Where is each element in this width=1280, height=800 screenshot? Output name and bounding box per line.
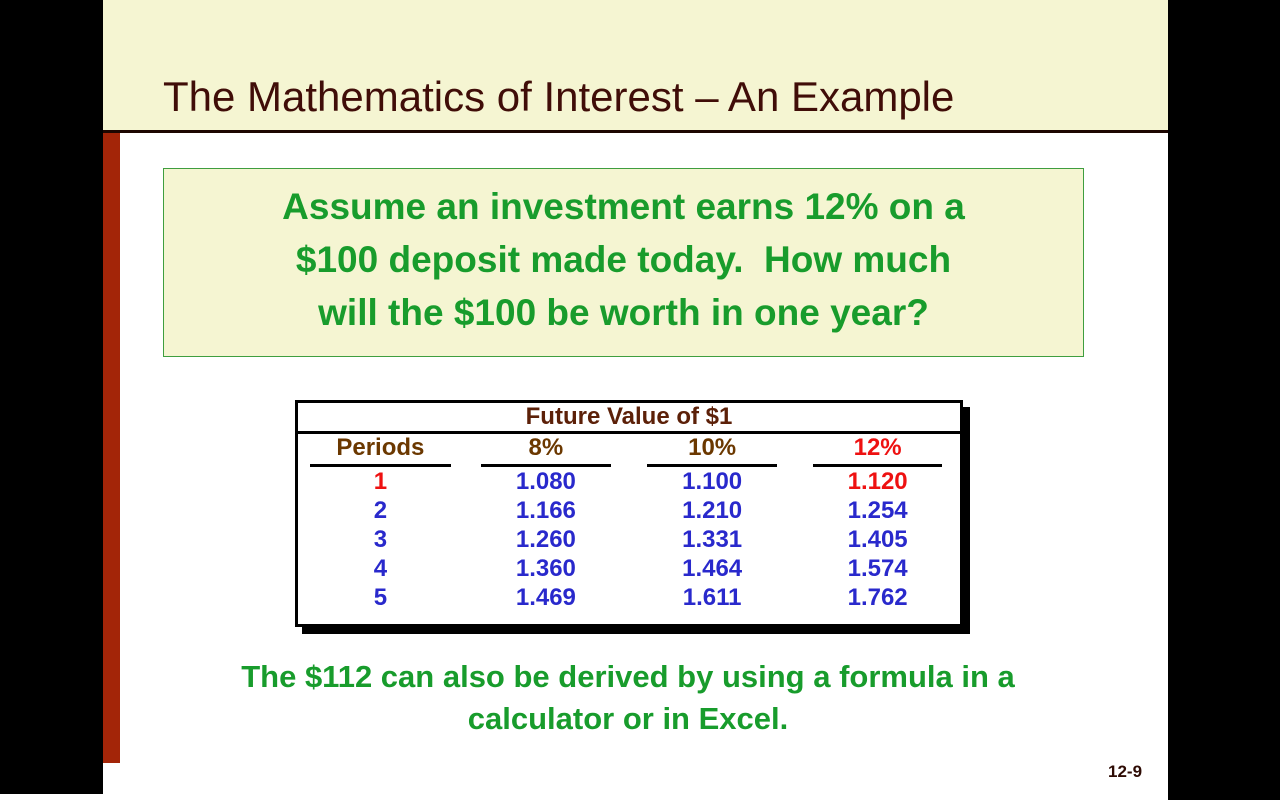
cell-value: 1.210 [682, 496, 743, 524]
cell-value: 1.464 [682, 554, 743, 582]
cell-value: 1.360 [515, 554, 576, 582]
question-line: will the $100 be worth in one year? [318, 292, 929, 333]
cell-value: 1.405 [847, 525, 908, 553]
title-band-divider [103, 130, 1168, 133]
question-line: $100 deposit made today. How much [295, 239, 952, 280]
title-band: The Mathematics of Interest – An Example [103, 0, 1168, 130]
table-row: 5 1.469 1.611 1.762 [297, 583, 962, 612]
cell-value: 1.254 [847, 496, 908, 524]
cell-value: 1.120 [847, 467, 908, 495]
slide-title: The Mathematics of Interest – An Example [163, 73, 955, 120]
left-accent-bar [103, 133, 120, 763]
table-row: 4 1.360 1.464 1.574 [297, 554, 962, 583]
cell-value: 1.611 [682, 583, 742, 611]
column-header-10pct: 10% [629, 433, 795, 467]
cell-value: 1.469 [515, 583, 576, 611]
letterbox-left [0, 0, 103, 794]
table-row: 1 1.080 1.100 1.120 [297, 467, 962, 496]
table-row: 3 1.260 1.331 1.405 [297, 525, 962, 554]
column-header-12pct: 12% [795, 433, 961, 467]
footer-note-line: The $112 can also be derived by using a … [241, 659, 1015, 694]
header-underline [813, 464, 942, 467]
cell-value: 1.166 [515, 496, 576, 524]
cell-period: 5 [373, 583, 388, 611]
question-line: Assume an investment earns 12% on a [282, 186, 965, 227]
column-header-periods: Periods [297, 433, 463, 467]
cell-period: 1 [373, 467, 388, 495]
header-underline [309, 464, 452, 467]
cell-period: 2 [373, 496, 388, 524]
cell-value: 1.260 [515, 525, 576, 553]
question-box: Assume an investment earns 12% on a $100… [163, 168, 1084, 357]
column-header-8pct: 8% [463, 433, 629, 467]
slide: The Mathematics of Interest – An Example… [103, 0, 1168, 800]
cell-value: 1.100 [682, 467, 743, 495]
header-underline [481, 464, 611, 467]
cell-value: 1.331 [682, 525, 743, 553]
page-number: 12-9 [1108, 762, 1143, 781]
cell-value: 1.762 [847, 583, 908, 611]
table-row: 2 1.166 1.210 1.254 [297, 496, 962, 525]
future-value-table: Future Value of $1 Periods 8% 10% 12% [295, 400, 963, 627]
letterbox-right [1168, 0, 1280, 800]
footer-note-line: calculator or in Excel. [467, 701, 789, 736]
future-value-table-wrap: Future Value of $1 Periods 8% 10% 12% [295, 400, 963, 627]
cell-value: 1.574 [847, 554, 908, 582]
cell-period: 3 [373, 525, 388, 553]
footer-note: The $112 can also be derived by using a … [133, 656, 1123, 740]
cell-period: 4 [373, 554, 388, 582]
table-title: Future Value of $1 [296, 401, 962, 434]
table-bottom-padding [297, 612, 962, 625]
cell-value: 1.080 [515, 467, 576, 495]
header-underline [647, 464, 777, 467]
